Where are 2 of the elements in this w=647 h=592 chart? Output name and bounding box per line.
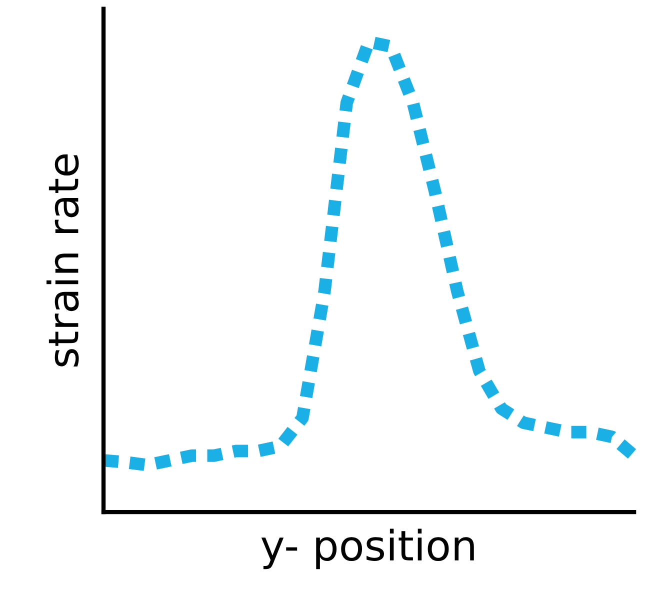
y-axis-title: strain rate	[46, 154, 79, 366]
x-axis-title: y- position	[261, 528, 474, 570]
